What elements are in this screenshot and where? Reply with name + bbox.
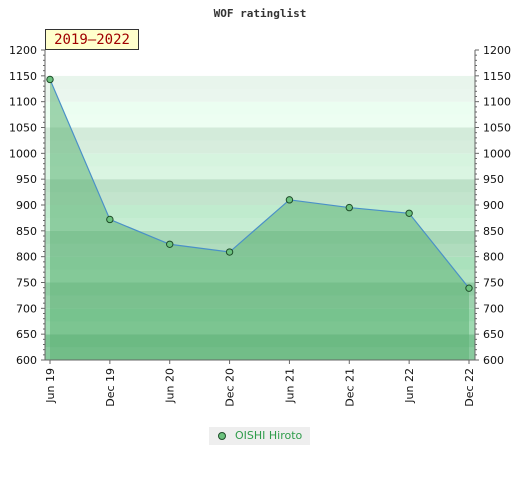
y-tick-label-right: 800	[483, 251, 504, 264]
x-tick-label: Dec 19	[104, 368, 117, 407]
x-tick-label: Dec 20	[224, 368, 237, 407]
band-stripe	[45, 166, 475, 180]
x-tick-label: Jun 21	[283, 368, 296, 404]
area-layer	[49, 79, 470, 360]
data-point	[345, 203, 353, 212]
y-tick-label-left: 750	[16, 277, 37, 290]
band-stripe	[45, 62, 475, 76]
x-tick-label: Jun 22	[403, 368, 416, 404]
y-tick-label-right: 750	[483, 277, 504, 290]
y-tick-label-right: 1100	[483, 96, 511, 109]
data-point	[465, 284, 473, 292]
y-tick-label-left: 1100	[9, 96, 37, 109]
y-tick-label-left: 900	[16, 199, 37, 212]
legend-marker-icon	[218, 432, 226, 440]
data-points	[46, 75, 473, 292]
x-tick-label: Dec 22	[463, 368, 476, 407]
data-point	[166, 240, 174, 248]
data-point	[285, 196, 294, 204]
y-tick-label-right: 600	[483, 354, 504, 367]
x-tick-label: Jun 20	[164, 368, 177, 404]
y-tick-label-left: 650	[16, 328, 37, 341]
period-label: 2019–2022	[54, 32, 130, 48]
y-tick-label-right: 700	[483, 302, 504, 315]
band-stripe	[45, 192, 475, 205]
data-point	[405, 209, 413, 217]
y-tick-label-right: 1000	[483, 147, 511, 160]
y-tick-label-left: 1000	[9, 147, 37, 160]
band	[45, 127, 475, 154]
y-tick-label-left: 1150	[9, 70, 37, 83]
left-axis: 600 650 700 750 800 850 900 950 1000 1050 1100 1150…	[9, 44, 46, 367]
y-tick-label-left: 800	[16, 251, 37, 264]
legend-series-name: OISHI Hiroto	[235, 429, 303, 442]
x-axis: Jun 19 Dec 19 Jun 20 Dec 20 Jun 21 Dec 21 Jun …	[44, 359, 476, 407]
band-stripe	[45, 114, 475, 128]
series-line	[49, 79, 470, 289]
y-tick-label-right: 650	[483, 328, 504, 341]
data-point	[46, 75, 54, 84]
data-point	[225, 248, 234, 256]
band	[45, 153, 475, 180]
band	[45, 50, 475, 76]
y-tick-label-left: 1050	[9, 122, 37, 135]
band	[45, 75, 475, 102]
chart-title: WOF ratinglist	[214, 7, 307, 20]
y-tick-label-right: 950	[483, 173, 504, 186]
data-point	[106, 215, 114, 224]
y-tick-label-right: 1150	[483, 70, 511, 83]
y-tick-label-left: 700	[16, 302, 37, 315]
x-tick-label: Dec 21	[343, 368, 356, 407]
band-stripe	[45, 88, 475, 102]
right-axis: 600 650 700 750 800 850 900 950 1000 1050 1100 1150…	[474, 44, 511, 367]
period-badge: 2019–2022	[45, 29, 139, 50]
band-stripe	[45, 140, 475, 154]
band	[45, 101, 475, 128]
series-area	[50, 79, 469, 360]
y-tick-label-left: 850	[16, 225, 37, 238]
y-tick-label-right: 900	[483, 199, 504, 212]
y-tick-label-left: 1200	[9, 44, 37, 57]
y-tick-label-right: 1050	[483, 122, 511, 135]
y-tick-label-left: 950	[16, 173, 37, 186]
band	[45, 179, 475, 205]
legend[interactable]: OISHI Hiroto	[209, 427, 310, 445]
y-tick-label-right: 850	[483, 225, 504, 238]
x-tick-label: Jun 19	[44, 368, 57, 404]
y-tick-label-right: 1200	[483, 44, 511, 57]
y-tick-label-left: 600	[16, 354, 37, 367]
